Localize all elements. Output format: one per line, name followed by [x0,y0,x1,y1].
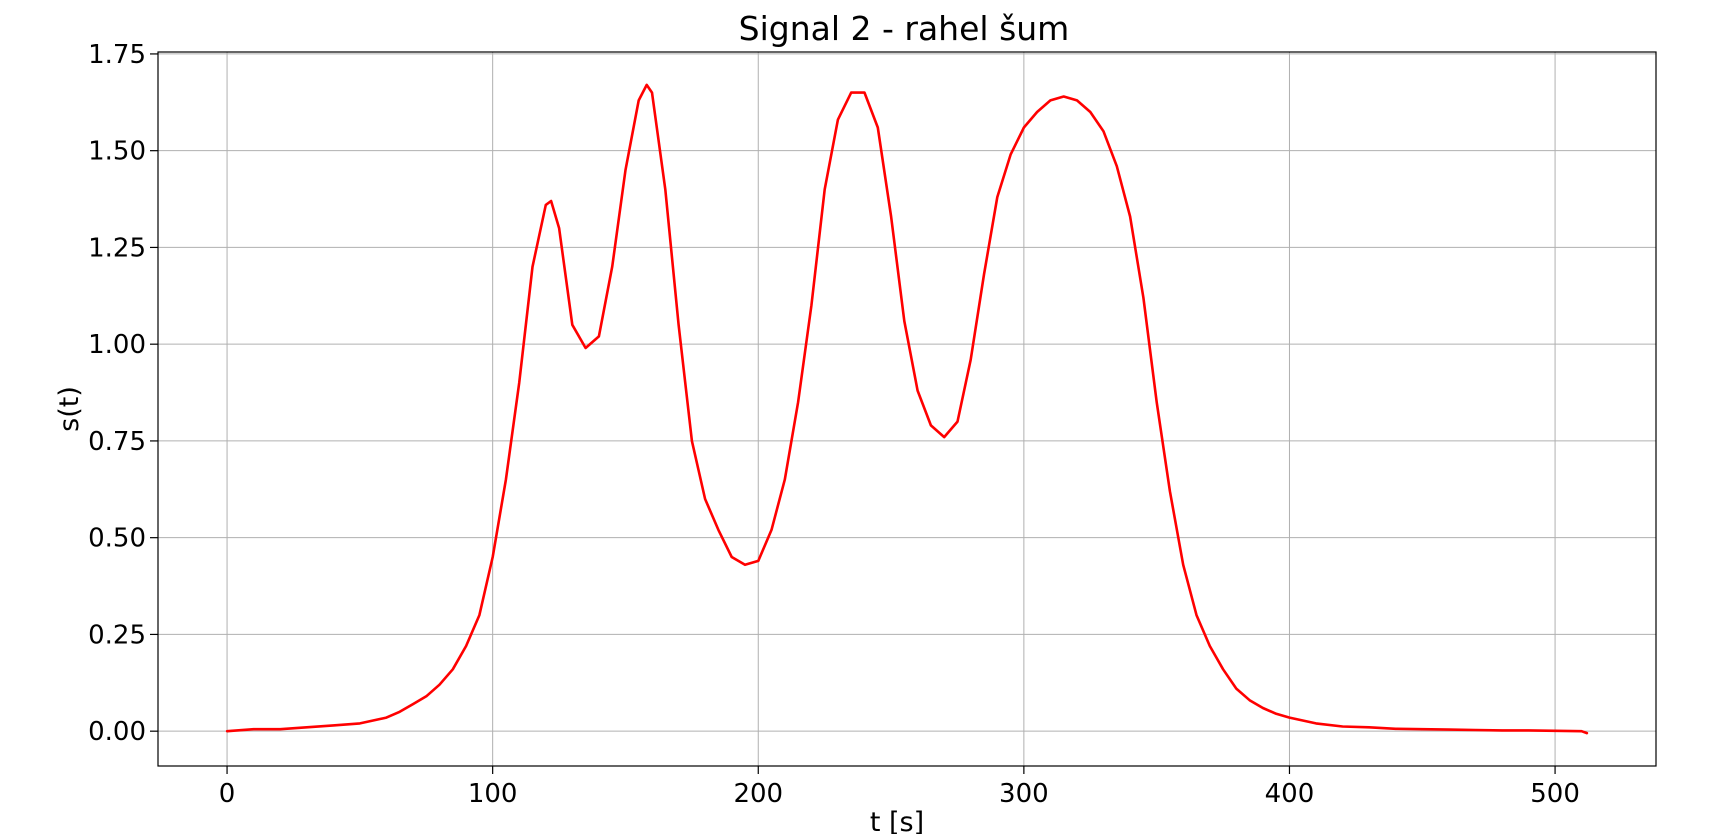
y-tick-label: 0.25 [88,620,146,650]
x-tick-label: 0 [219,779,236,809]
y-axis-label: s(t) [54,386,85,432]
y-tick-label: 0.00 [88,717,146,747]
y-tick-label: 1.50 [88,137,146,167]
x-tick-label: 200 [733,779,783,809]
x-tick-label: 100 [468,779,518,809]
y-tick-label: 0.50 [88,524,146,554]
ticks-layer: 0 100 200 300 400 500 0.00 0.25 0.50 0.75 1.00 1.25… [88,40,1580,809]
y-tick-label: 1.25 [88,233,146,263]
x-tick-label: 300 [999,779,1049,809]
x-axis-label: t [s] [870,807,924,834]
grid [158,52,1656,766]
series-line-0 [225,83,1589,735]
series-layer [225,83,1589,735]
chart-title: Signal 2 - rahel šum [739,9,1070,48]
y-tick-label: 1.75 [88,40,146,70]
y-tick-label: 0.75 [88,427,146,457]
plot-frame [157,51,1657,767]
x-tick-label: 400 [1265,779,1315,809]
x-tick-label: 500 [1530,779,1580,809]
y-tick-label: 1.00 [88,330,146,360]
